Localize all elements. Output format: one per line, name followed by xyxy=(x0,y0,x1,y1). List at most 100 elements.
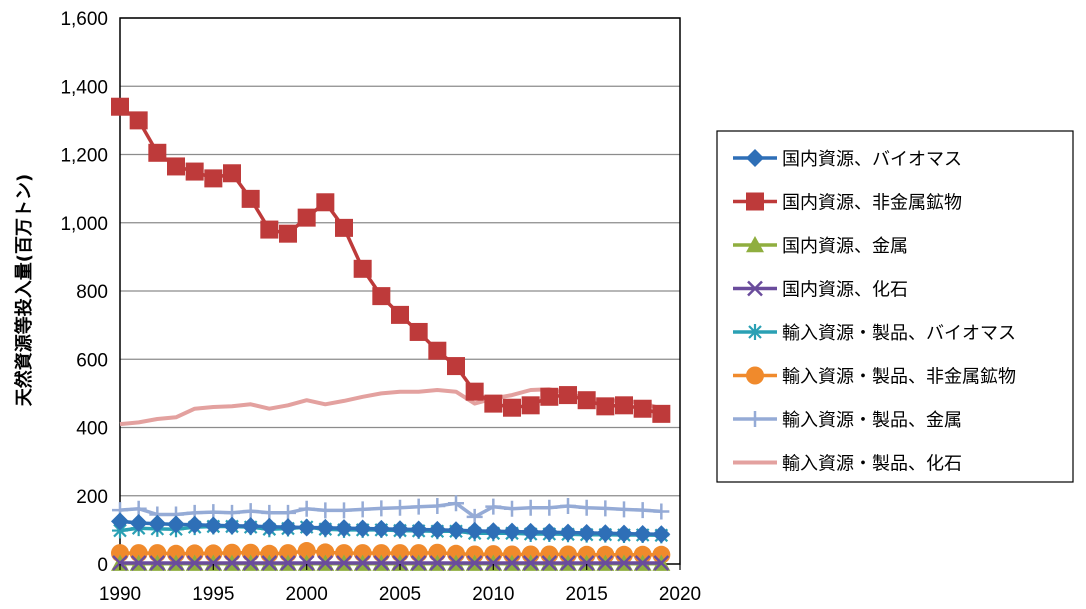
data-point xyxy=(297,542,316,561)
data-point xyxy=(354,501,371,518)
data-point xyxy=(297,518,316,537)
data-point xyxy=(391,520,409,539)
series-line xyxy=(118,105,662,416)
data-point xyxy=(317,555,334,571)
data-point xyxy=(316,193,335,212)
y-axis-label: 天然資源等投入量(百万トン) xyxy=(13,174,35,406)
data-point xyxy=(653,555,670,571)
y-tick-label: 0 xyxy=(97,555,108,576)
data-point xyxy=(522,555,539,571)
legend-label: 国内資源、金属 xyxy=(782,236,908,257)
data-point xyxy=(559,386,577,405)
data-point xyxy=(448,495,464,512)
data-point xyxy=(484,522,503,541)
data-point xyxy=(428,341,447,360)
data-point xyxy=(148,514,167,533)
data-point xyxy=(336,555,352,571)
legend-marker xyxy=(747,280,763,297)
data-point xyxy=(129,111,148,130)
data-point xyxy=(223,516,241,535)
data-point xyxy=(373,555,390,571)
data-point xyxy=(429,497,446,514)
data-point xyxy=(485,555,502,571)
data-point xyxy=(149,555,166,571)
series-line xyxy=(119,501,662,519)
legend-label: 輸入資源・製品、バイオマス xyxy=(782,323,1016,344)
legend-entry: 輸入資源・製品、化石 xyxy=(733,454,962,475)
legend-entry: 国内資源、化石 xyxy=(733,280,908,301)
series-1 xyxy=(111,97,671,423)
data-point xyxy=(392,499,408,516)
data-point xyxy=(112,555,128,571)
data-point xyxy=(465,382,484,401)
data-point xyxy=(616,555,632,571)
y-tick-label: 800 xyxy=(76,282,108,303)
series-3 xyxy=(112,555,670,571)
legend-marker xyxy=(747,411,763,427)
data-point xyxy=(335,218,353,237)
legend-label: 輸入資源・製品、化石 xyxy=(782,454,962,475)
legend-marker xyxy=(746,149,764,167)
data-point xyxy=(185,162,204,181)
data-point xyxy=(336,502,352,519)
data-point xyxy=(448,555,464,571)
legend-label: 国内資源、非金属鉱物 xyxy=(782,193,962,214)
data-point xyxy=(596,524,615,543)
data-point xyxy=(429,555,446,571)
data-point xyxy=(466,555,483,571)
data-point xyxy=(242,555,259,571)
legend-box xyxy=(716,130,1074,483)
y-tick-label: 1,400 xyxy=(60,77,108,98)
data-point xyxy=(242,503,259,520)
series-6 xyxy=(112,495,670,525)
data-point xyxy=(280,555,296,571)
data-point xyxy=(615,524,633,543)
legend-label: 国内資源、バイオマス xyxy=(782,149,962,170)
legend-label: 国内資源、化石 xyxy=(782,280,908,301)
data-point xyxy=(260,517,279,536)
legend-marker xyxy=(747,324,763,340)
data-point xyxy=(596,397,615,416)
data-point xyxy=(129,514,148,533)
data-point xyxy=(185,515,204,534)
data-point xyxy=(353,259,372,278)
x-tick-label: 2005 xyxy=(379,584,421,605)
legend-entry: 輸入資源・製品、非金属鉱物 xyxy=(733,366,1016,388)
data-point xyxy=(372,519,391,538)
data-point xyxy=(634,502,651,519)
x-tick-label: 1990 xyxy=(99,584,141,605)
data-point xyxy=(373,500,390,517)
data-point xyxy=(409,322,428,341)
data-point xyxy=(541,555,558,571)
data-point xyxy=(633,524,652,543)
data-point xyxy=(540,387,559,406)
data-point xyxy=(409,520,428,539)
legend-entry: 国内資源、金属 xyxy=(733,236,908,257)
legend-marker xyxy=(746,192,764,211)
data-point xyxy=(111,512,129,531)
legend-marker xyxy=(746,366,764,385)
data-point xyxy=(559,523,577,542)
legend-marker xyxy=(746,236,764,253)
y-tick-label: 1,200 xyxy=(60,146,108,167)
data-point xyxy=(484,394,503,413)
data-point xyxy=(410,498,427,515)
legend-entry: 輸入資源・製品、バイオマス xyxy=(733,323,1016,344)
data-point xyxy=(540,523,559,542)
data-point xyxy=(465,521,484,540)
data-point xyxy=(223,164,241,183)
y-tick-label: 200 xyxy=(76,487,108,508)
x-tick-label: 2015 xyxy=(566,584,608,605)
data-point xyxy=(615,396,633,415)
x-axis-ticks: 1990 1995 2000 2005 2010 2015 2020 xyxy=(99,564,701,605)
data-point xyxy=(485,498,502,515)
x-tick-label: 1995 xyxy=(192,584,234,605)
data-point xyxy=(578,499,595,516)
data-point xyxy=(653,503,670,520)
legend-entry: 国内資源、バイオマス xyxy=(733,149,962,170)
data-point xyxy=(372,287,391,306)
data-point xyxy=(261,555,278,571)
data-point xyxy=(205,555,222,571)
data-point xyxy=(112,522,128,539)
